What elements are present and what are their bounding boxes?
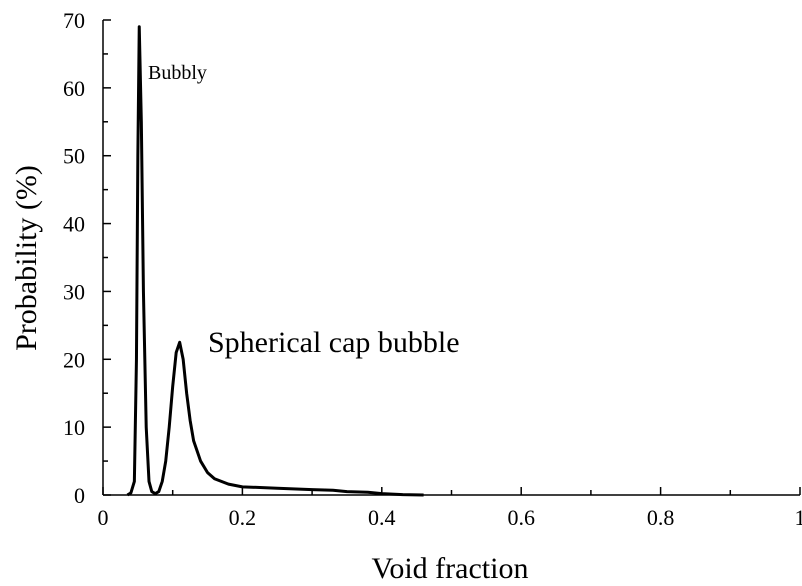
- y-tick-label: 10: [63, 415, 85, 440]
- x-tick-label: 0: [98, 505, 109, 530]
- y-tick-label: 50: [63, 144, 85, 169]
- x-tick-label: 0.2: [229, 505, 257, 530]
- y-tick-label: 70: [63, 8, 85, 33]
- data-line: [126, 25, 424, 497]
- y-tick-label: 60: [63, 76, 85, 101]
- y-tick-label: 40: [63, 212, 85, 237]
- y-tick-label: 0: [74, 483, 85, 508]
- x-tick-label: 0.4: [368, 505, 396, 530]
- x-tick-label: 0.6: [507, 505, 535, 530]
- y-axis-label: Probability (%): [10, 165, 43, 351]
- y-tick-label: 20: [63, 347, 85, 372]
- x-axis-label: Void fraction: [372, 552, 529, 585]
- y-tick-label: 30: [63, 279, 85, 304]
- x-tick-label: 0.8: [647, 505, 675, 530]
- x-tick-label: 1: [795, 505, 802, 530]
- annotation: Spherical cap bubble: [208, 326, 460, 359]
- annotation: Bubbly: [148, 62, 207, 84]
